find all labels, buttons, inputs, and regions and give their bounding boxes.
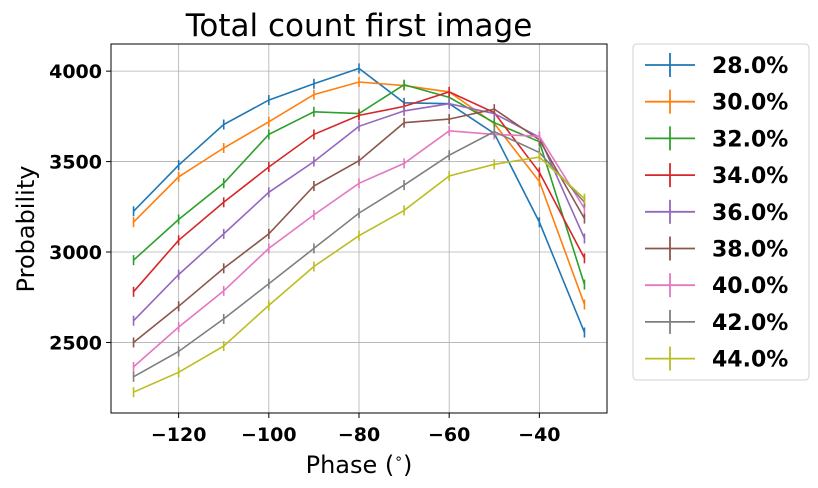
legend-box	[632, 43, 810, 381]
legend-label: 34.0%	[712, 164, 788, 189]
y-tick-label: 3000	[49, 242, 102, 264]
series-34.0%	[132, 86, 586, 297]
series-44.0%	[132, 152, 586, 398]
y-axis-label: Probability	[12, 166, 40, 293]
legend-entry: 30.0%	[645, 89, 788, 116]
legend-label: 28.0%	[712, 54, 788, 79]
legend-entry: 36.0%	[645, 199, 788, 226]
legend-label: 30.0%	[712, 91, 788, 116]
legend-label: 36.0%	[712, 201, 788, 226]
legend-entry: 42.0%	[645, 309, 788, 336]
legend-entry: 28.0%	[645, 53, 788, 79]
legend-entry: 40.0%	[645, 273, 788, 299]
grid-lines	[111, 44, 607, 413]
y-tick-label: 4000	[49, 61, 102, 83]
series-36.0%	[132, 98, 586, 326]
legend-label: 42.0%	[712, 311, 788, 336]
x-tick-label: −60	[428, 424, 470, 446]
x-tick-label: −100	[241, 424, 297, 446]
legend-entry: 32.0%	[645, 126, 788, 152]
axis-ticks: −120 −100 −80 −60 −40 2500 3000 3500 4000	[49, 61, 560, 446]
x-tick-label: −120	[151, 424, 207, 446]
x-axis-label-close: )	[403, 451, 412, 479]
legend-entry: 44.0%	[645, 346, 788, 373]
legend-label: 38.0%	[712, 238, 788, 263]
x-axis-label-text: Phase (	[306, 451, 395, 479]
legend-label: 40.0%	[712, 274, 788, 299]
x-axis-label: Phase (∘)	[306, 451, 413, 479]
x-tick-label: −40	[518, 424, 560, 446]
x-tick-label: −80	[338, 424, 380, 446]
legend-entry: 38.0%	[645, 236, 788, 263]
x-axis-label-degree: ∘	[394, 451, 403, 467]
y-tick-label: 3500	[49, 152, 102, 174]
legend-label: 44.0%	[712, 348, 788, 373]
y-tick-label: 2500	[49, 332, 102, 354]
legend-entry: 34.0%	[645, 163, 788, 189]
series-layer	[132, 63, 586, 398]
legend: 28.0% 30.0% 32.0% 34.0% 36.0% 38.0% 40.0% 42.0%…	[632, 43, 810, 381]
legend-label: 32.0%	[712, 127, 788, 152]
chart-title: Total count first image	[185, 8, 533, 44]
